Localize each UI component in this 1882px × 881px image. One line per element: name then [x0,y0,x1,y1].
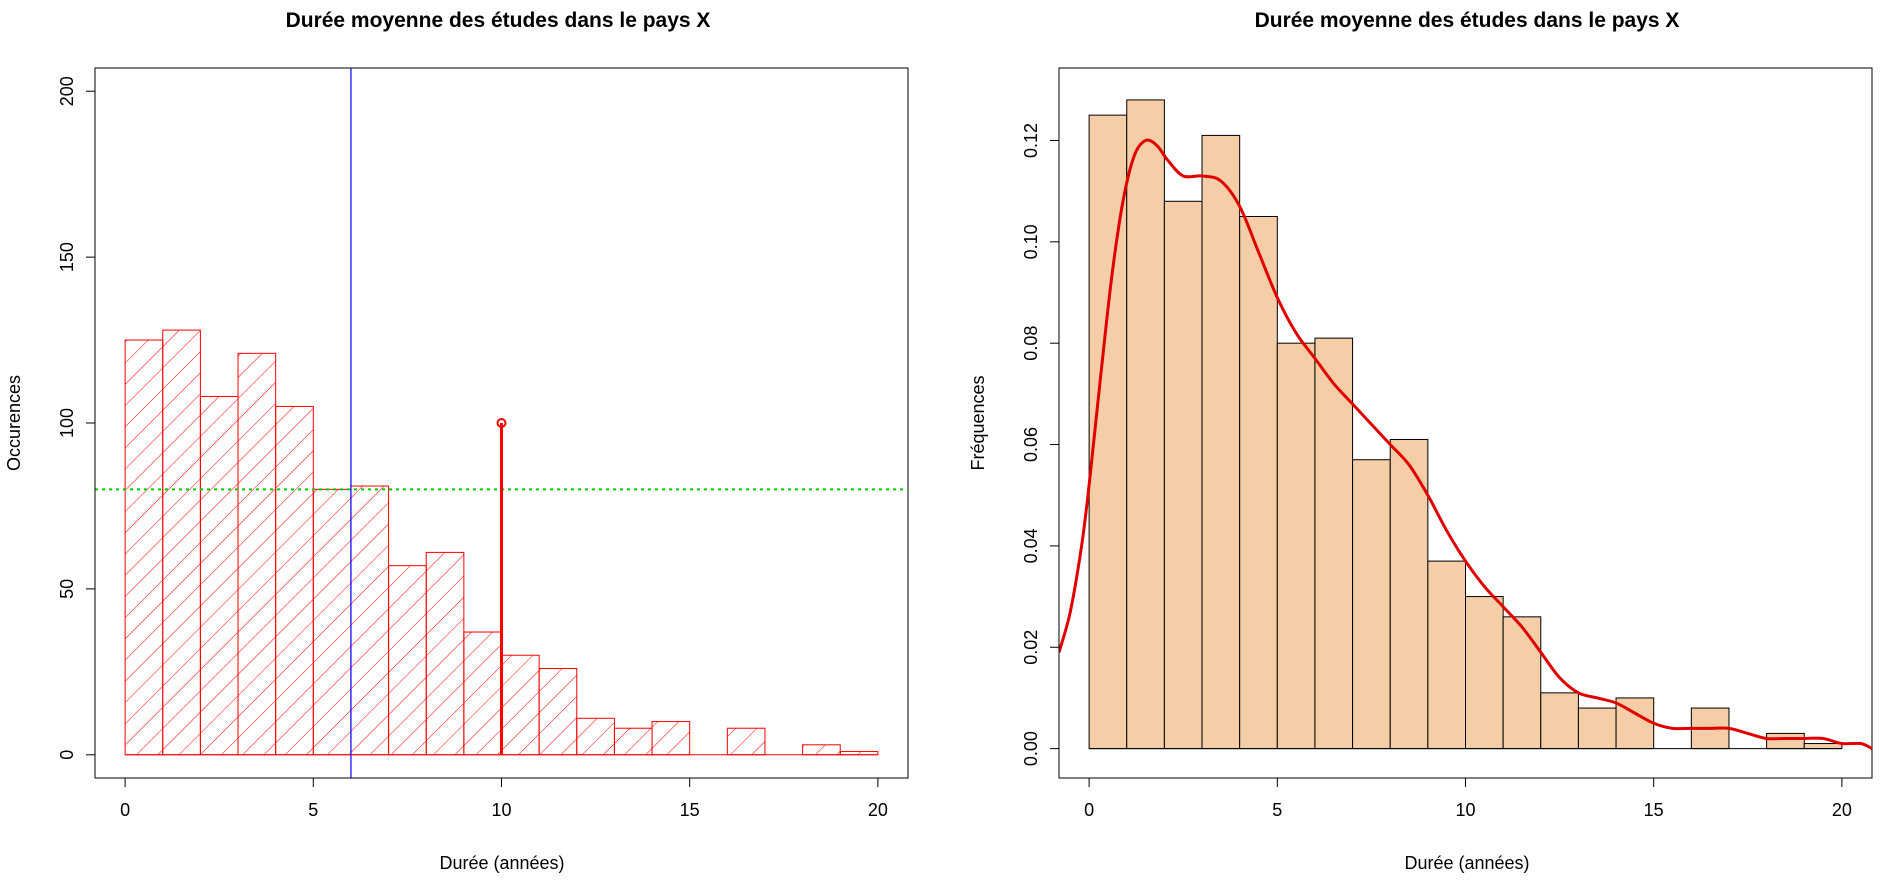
left-x-tick-label: 5 [308,800,318,820]
left-bar [199,395,239,756]
left-bar [651,721,691,756]
red-segment-point [496,418,507,428]
right-bar [1577,707,1617,750]
right-bar [1427,560,1466,750]
right-y-axis-label: Fréquences [968,375,988,470]
left-annotations [95,68,908,778]
left-bar [237,352,277,756]
left-x-axis: 0 5 10 15 20 [120,777,888,820]
right-bar [1502,616,1542,750]
left-y-tick-label: 100 [57,408,77,438]
left-bar [613,727,653,756]
right-bar [1540,692,1579,750]
right-y-tick-label: 0.06 [1021,427,1041,462]
left-x-tick-label: 0 [120,800,130,820]
left-y-axis-label: Occurences [4,375,24,471]
right-x-tick-label: 20 [1832,800,1852,820]
right-bar [1766,732,1805,750]
right-y-axis: 0.00 0.02 0.04 0.06 0.08 0.10 0.12 [1021,123,1060,766]
left-y-tick-label: 50 [57,579,77,599]
right-x-tick-label: 10 [1455,800,1475,820]
right-bar [1276,342,1316,750]
right-y-tick-label: 0.02 [1021,630,1041,665]
left-x-tick-label: 20 [868,800,888,820]
left-x-tick-label: 15 [680,800,700,820]
right-bar [1239,215,1278,750]
right-bar [1163,200,1203,750]
left-bar [350,485,390,756]
right-x-tick-label: 15 [1644,800,1664,820]
right-bar [1126,99,1165,750]
left-x-tick-label: 10 [491,800,511,820]
left-y-tick-label: 200 [57,76,77,106]
right-bar [1314,337,1354,750]
left-bar [726,727,766,756]
left-bar [463,631,503,756]
right-density-curve-group [1059,138,1872,750]
right-bar [1201,134,1241,750]
left-bar [124,339,164,756]
left-bar [388,565,427,756]
left-chart-title: Durée moyenne des études dans le pays X [286,9,711,32]
left-bar [425,551,465,756]
left-bar [312,488,352,756]
right-bar [1803,743,1843,750]
right-y-tick-label: 0.10 [1021,224,1041,259]
histogram-occurrences-panel: Durée moyenne des études dans le pays X … [4,9,909,873]
right-y-tick-label: 0.00 [1021,731,1041,766]
right-bar [1465,596,1504,750]
right-bars [1088,99,1843,750]
right-y-tick-label: 0.12 [1021,123,1041,158]
right-x-tick-label: 0 [1084,800,1094,820]
left-y-tick-label: 0 [57,750,77,760]
right-x-tick-label: 5 [1272,800,1282,820]
histogram-frequencies-panel: Durée moyenne des études dans le pays X … [968,9,1873,873]
left-bar [162,329,201,756]
left-bar [802,744,841,756]
left-bar [501,654,540,756]
left-y-axis: 0 50 100 150 200 [57,76,96,760]
density-curve [1059,138,1872,750]
left-bar [576,717,615,756]
right-chart-title: Durée moyenne des études dans le pays X [1255,9,1680,32]
left-bar [275,405,314,756]
right-bar [1352,459,1391,750]
right-x-axis-label: Durée (années) [1404,853,1529,873]
right-x-axis: 0 5 10 15 20 [1084,777,1852,820]
left-y-tick-label: 150 [57,242,77,272]
left-x-axis-label: Durée (années) [439,853,564,873]
right-y-tick-label: 0.04 [1021,528,1041,563]
right-y-tick-label: 0.08 [1021,326,1041,361]
left-bar [538,668,578,756]
